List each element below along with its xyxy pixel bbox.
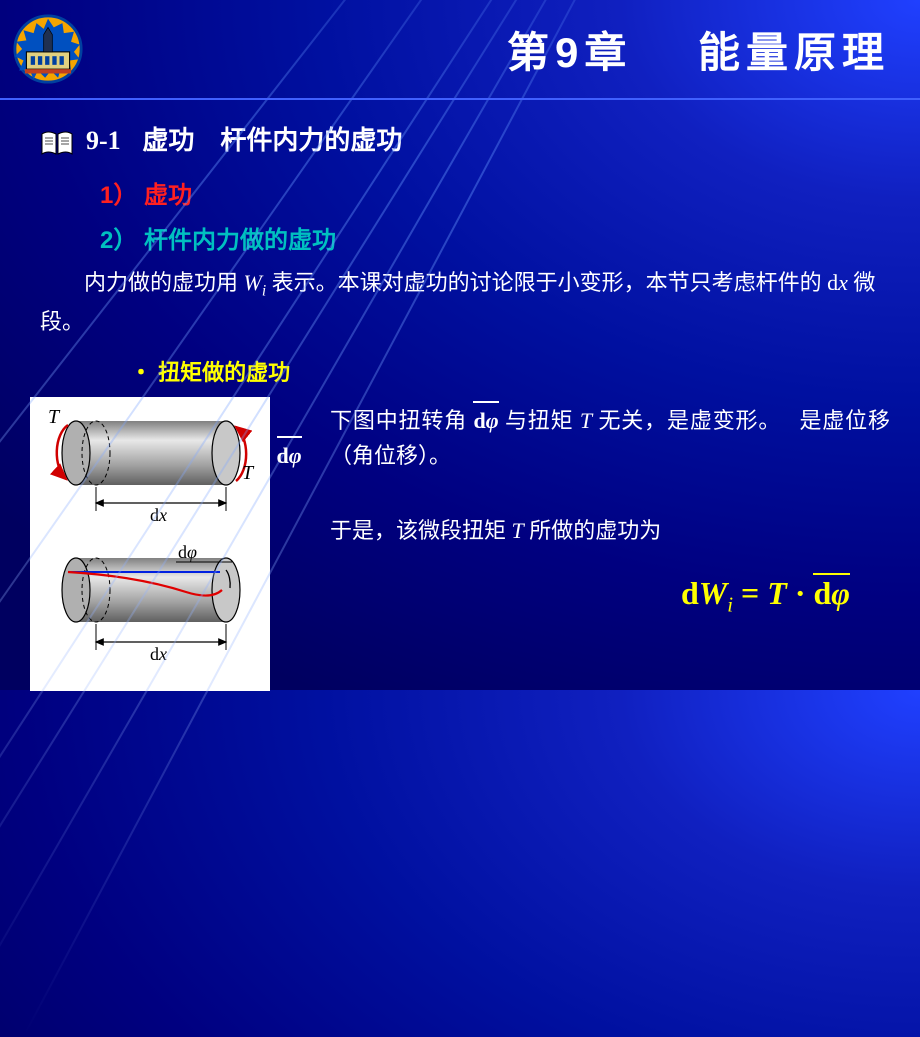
formula: dWi = T · dφ xyxy=(330,575,890,617)
svg-text:T: T xyxy=(48,406,61,428)
chapter-title: 第9章 能量原理 xyxy=(84,19,920,80)
right-text: 下图中扭转角 dφ 与扭矩 T 无关，是虚变形。 是虚位移（角位移）。 dφ 于… xyxy=(270,397,890,691)
subheading-1: 1） 虚功 xyxy=(100,175,890,210)
rtext-line2: 于是，该微段扭矩 T 所做的虚功为 xyxy=(330,513,890,548)
svg-text:T: T xyxy=(242,462,255,484)
book-icon xyxy=(40,130,74,161)
university-logo xyxy=(12,13,84,85)
section-label: 虚功 杆件内力的虚功 xyxy=(142,125,402,155)
subheading-2: 2） 杆件内力做的虚功 xyxy=(100,220,890,255)
slide-header: 第9章 能量原理 xyxy=(0,0,920,100)
figure-torque-cylinder: T T dx xyxy=(36,401,260,531)
paragraph-intro: 内力做的虚功用 Wi 表示。本课对虚功的讨论限于小变形，本节只考虑杆件的 dx … xyxy=(40,265,890,339)
figures-panel: T T dx xyxy=(30,397,270,691)
rtext-line1: 下图中扭转角 dφ 与扭矩 T 无关，是虚变形。 是虚位移（角位移）。 dφ xyxy=(330,403,890,473)
section-number: 9-1 xyxy=(86,126,121,155)
svg-text:dφ: dφ xyxy=(178,542,197,562)
